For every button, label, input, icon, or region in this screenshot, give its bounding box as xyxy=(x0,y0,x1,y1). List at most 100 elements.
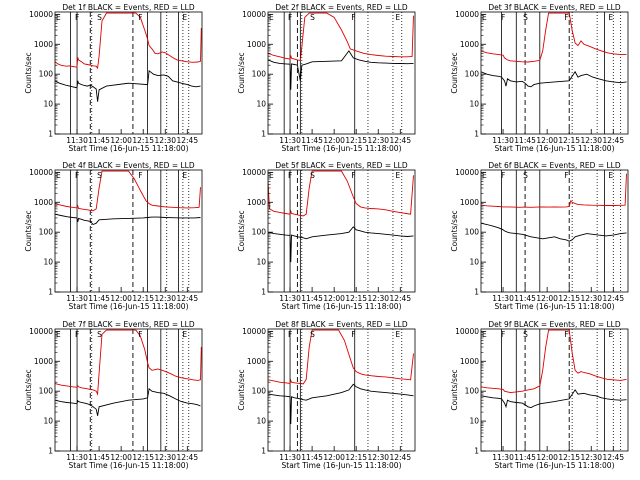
y-tick-label: 10 xyxy=(256,258,266,267)
x-tick-label: 12:45 xyxy=(389,453,411,462)
segment-marker: S xyxy=(523,171,528,180)
x-tick-label: 12:15 xyxy=(558,453,580,462)
y-axis-label: Counts/sec xyxy=(450,369,459,410)
plot-frame xyxy=(54,328,203,452)
y-tick-label: 1000 xyxy=(460,198,479,207)
segment-marker: E xyxy=(269,171,274,180)
x-axis-label: Start Time (16-Jun-15 11:18:00) xyxy=(69,144,189,153)
y-tick-label: 10000 xyxy=(29,327,53,336)
events-series-line xyxy=(55,69,201,102)
y-tick-label: 10000 xyxy=(455,10,479,19)
segment-marker: F xyxy=(564,171,568,180)
segment-marker: F xyxy=(75,330,79,339)
y-tick-label: 1 xyxy=(474,130,479,139)
y-tick-label: 10000 xyxy=(29,168,53,177)
segment-marker: E xyxy=(608,171,613,180)
segment-marker: F xyxy=(288,13,292,22)
segment-marker: F xyxy=(501,13,505,22)
events-series-line xyxy=(268,226,414,263)
segment-marker: E xyxy=(482,13,487,22)
segment-marker: E xyxy=(182,171,187,180)
event-lines xyxy=(283,329,403,451)
segment-marker: F xyxy=(75,13,79,22)
detector-panel: 1 10 100 1000 10000 11:30 11:45 12:00 12:15 12:30… xyxy=(237,320,416,470)
segment-marker: F xyxy=(564,330,568,339)
x-tick-label: 12:30 xyxy=(154,453,176,462)
x-axis-label: Start Time (16-Jun-15 11:18:00) xyxy=(495,461,615,470)
y-tick-label: 10 xyxy=(469,100,479,109)
x-tick-label: 12:00 xyxy=(536,453,558,462)
segment-marker: E xyxy=(395,13,400,22)
y-tick-label: 1000 xyxy=(247,198,266,207)
panel-title: Det 5f BLACK = Events, RED = LLD xyxy=(275,161,408,170)
x-tick-label: 12:00 xyxy=(323,136,345,145)
y-tick-label: 100 xyxy=(465,387,480,396)
detector-panel: 1 10 100 1000 10000 11:30 11:45 12:00 12:15 12:30… xyxy=(450,320,629,470)
y-tick-label: 10000 xyxy=(242,10,266,19)
y-axis-label: Counts/sec xyxy=(24,210,33,251)
y-tick-label: 100 xyxy=(39,70,54,79)
lld-series-line xyxy=(268,329,414,385)
x-tick-label: 12:15 xyxy=(132,294,154,303)
x-tick-label: 11:45 xyxy=(88,294,110,303)
x-tick-label: 12:30 xyxy=(580,136,602,145)
panel-title: Det 4f BLACK = Events, RED = LLD xyxy=(62,161,195,170)
x-tick-label: 12:45 xyxy=(176,453,198,462)
y-tick-label: 1 xyxy=(261,447,266,456)
y-tick-label: 1 xyxy=(48,447,53,456)
x-axis-label: Start Time (16-Jun-15 11:18:00) xyxy=(282,461,402,470)
x-tick-label: 12:00 xyxy=(536,294,558,303)
y-axis-label: Counts/sec xyxy=(237,52,246,93)
segment-marker: E xyxy=(56,171,61,180)
segment-marker: E xyxy=(482,330,487,339)
y-axis-label: Counts/sec xyxy=(450,52,459,93)
plot-frame xyxy=(267,169,416,293)
y-tick-label: 10000 xyxy=(455,327,479,336)
x-tick-label: 12:15 xyxy=(558,294,580,303)
x-axis-label: Start Time (16-Jun-15 11:18:00) xyxy=(69,302,189,311)
events-series-line xyxy=(268,50,414,90)
lld-series-line xyxy=(55,12,202,70)
segment-marker: F xyxy=(351,171,355,180)
y-tick-label: 10 xyxy=(256,417,266,426)
y-tick-label: 10000 xyxy=(29,10,53,19)
x-tick-label: 12:30 xyxy=(367,136,389,145)
segment-marker: F xyxy=(351,13,355,22)
y-tick-label: 100 xyxy=(465,228,480,237)
segment-marker: E xyxy=(56,330,61,339)
x-tick-label: 12:00 xyxy=(110,453,132,462)
y-tick-label: 10 xyxy=(469,258,479,267)
y-tick-label: 1 xyxy=(474,447,479,456)
x-tick-label: 12:15 xyxy=(345,453,367,462)
x-tick-label: 12:30 xyxy=(154,136,176,145)
plot-frame xyxy=(267,11,416,135)
panel-title: Det 8f BLACK = Events, RED = LLD xyxy=(275,320,408,329)
y-tick-label: 1000 xyxy=(460,40,479,49)
y-tick-label: 100 xyxy=(252,228,267,237)
x-tick-label: 11:45 xyxy=(88,453,110,462)
detector-panel: 1 10 100 1000 10000 11:30 11:45 12:00 12:15 12:30… xyxy=(237,3,416,153)
x-tick-label: 12:15 xyxy=(132,453,154,462)
panel-title: Det 2f BLACK = Events, RED = LLD xyxy=(275,3,408,12)
x-tick-label: 12:30 xyxy=(580,294,602,303)
lld-series-line xyxy=(481,329,627,394)
x-tick-label: 12:15 xyxy=(345,136,367,145)
x-tick-label: 12:45 xyxy=(602,136,624,145)
x-tick-label: 11:30 xyxy=(279,136,301,145)
event-lines xyxy=(501,170,622,292)
y-axis-label: Counts/sec xyxy=(24,52,33,93)
plot-frame xyxy=(54,169,203,293)
x-tick-label: 11:45 xyxy=(301,136,323,145)
segment-marker: E xyxy=(395,330,400,339)
y-axis-label: Counts/sec xyxy=(450,210,459,251)
lld-series-line xyxy=(481,12,627,63)
segment-marker: E xyxy=(608,13,613,22)
x-tick-label: 12:30 xyxy=(580,453,602,462)
y-tick-label: 100 xyxy=(39,387,54,396)
y-tick-label: 1 xyxy=(261,288,266,297)
segment-marker: E xyxy=(395,171,400,180)
segment-marker: E xyxy=(56,13,61,22)
x-tick-label: 12:15 xyxy=(558,136,580,145)
segment-marker: F xyxy=(75,171,79,180)
